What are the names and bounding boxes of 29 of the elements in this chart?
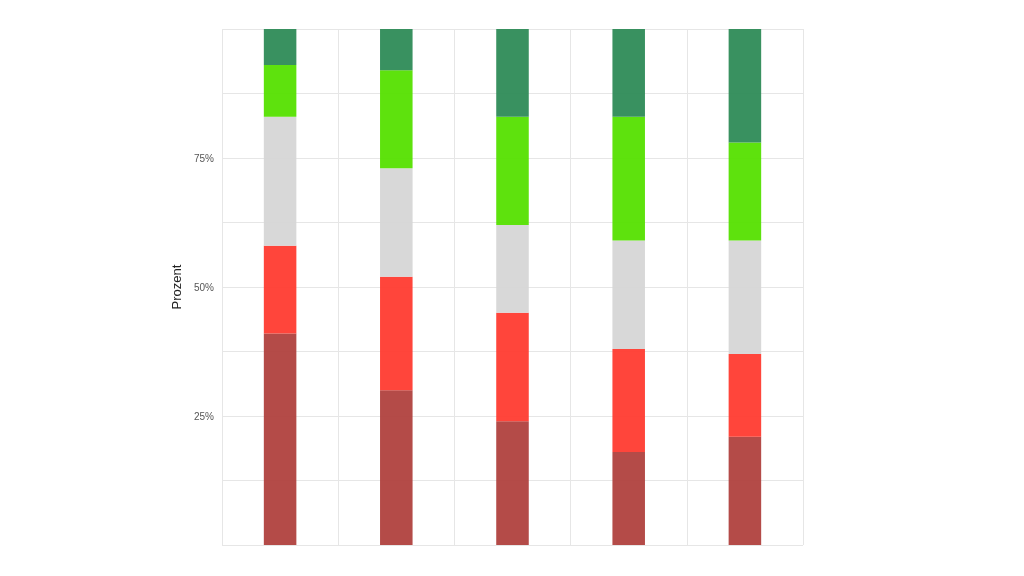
bar <box>728 354 762 437</box>
bar <box>496 421 529 545</box>
bar <box>496 312 529 422</box>
bar <box>263 29 297 66</box>
bar <box>728 436 762 545</box>
y-tick-label: 50% <box>193 281 215 293</box>
bar <box>612 452 645 545</box>
bar <box>612 116 645 241</box>
bar <box>380 168 413 277</box>
bar <box>380 29 413 71</box>
bar <box>496 116 529 226</box>
bar <box>728 29 762 143</box>
y-axis-title: Prozent <box>169 264 185 310</box>
bar <box>263 116 297 246</box>
bar <box>612 29 645 117</box>
bar <box>380 390 413 545</box>
bar <box>380 70 413 169</box>
bar <box>496 29 529 117</box>
y-tick-label: 25% <box>193 410 215 422</box>
bar <box>728 240 762 355</box>
bar <box>612 348 645 453</box>
bar <box>263 333 297 545</box>
bar <box>612 240 645 349</box>
bar <box>263 245 297 334</box>
bar <box>380 276 413 391</box>
y-tick-label: 75% <box>193 152 215 164</box>
bar <box>496 225 529 313</box>
bar <box>263 65 297 117</box>
bar <box>728 142 762 241</box>
